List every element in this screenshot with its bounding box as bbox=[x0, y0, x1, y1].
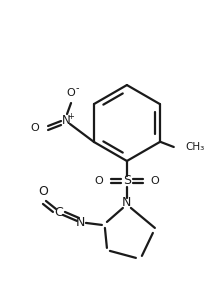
Text: C: C bbox=[55, 206, 63, 219]
Text: S: S bbox=[123, 174, 131, 187]
Text: O: O bbox=[94, 176, 103, 186]
Text: CH₃: CH₃ bbox=[186, 142, 205, 152]
Text: N: N bbox=[62, 113, 70, 127]
Text: O: O bbox=[67, 88, 75, 98]
Text: N: N bbox=[76, 216, 86, 230]
Text: O: O bbox=[38, 185, 48, 198]
Text: O: O bbox=[31, 123, 39, 133]
Text: +: + bbox=[68, 112, 75, 121]
Text: -: - bbox=[75, 83, 79, 93]
Text: N: N bbox=[122, 196, 132, 209]
Text: O: O bbox=[151, 176, 159, 186]
